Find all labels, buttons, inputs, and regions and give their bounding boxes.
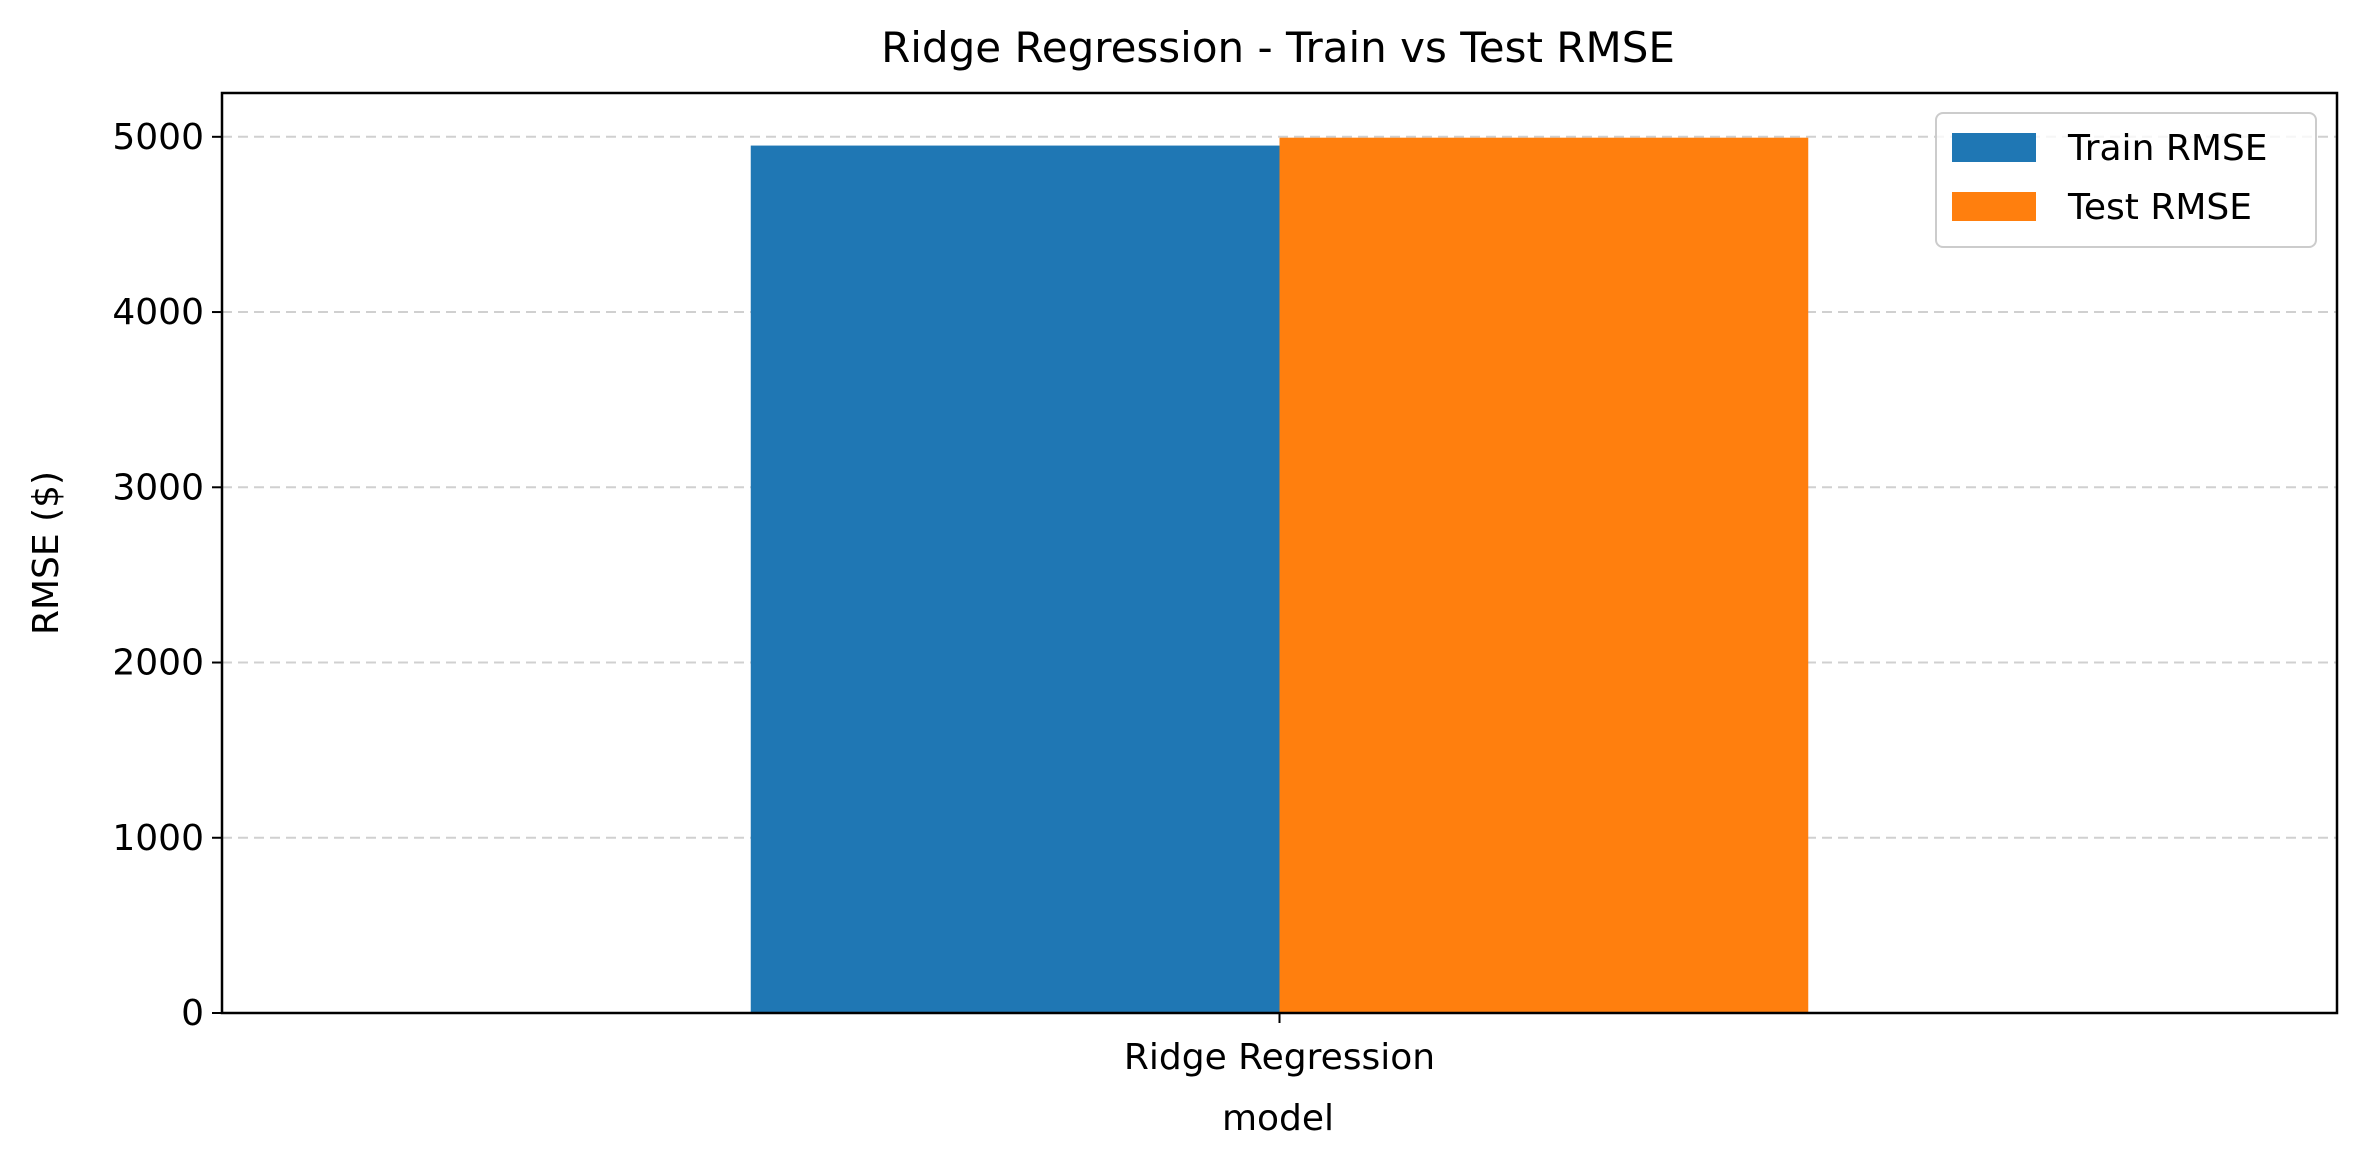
x-tick-label: Ridge Regression [1124, 1037, 1435, 1078]
y-tick-label: 4000 [112, 292, 204, 333]
bar-test-rmse [1279, 137, 1809, 1013]
bars [750, 137, 1809, 1014]
legend-swatch-test-rmse [1952, 192, 2036, 221]
y-tick-label: 2000 [112, 643, 204, 684]
y-axis-ticks: 0 1000 2000 3000 4000 5000 [112, 117, 222, 1034]
chart-title: Ridge Regression - Train vs Test RMSE [881, 23, 1675, 72]
y-tick-label: 0 [181, 993, 204, 1034]
legend-label-test-rmse: Test RMSE [2067, 187, 2252, 228]
legend-swatch-train-rmse [1952, 133, 2036, 162]
y-tick-label: 1000 [112, 818, 204, 859]
legend-label-train-rmse: Train RMSE [2067, 128, 2268, 169]
x-axis-ticks: Ridge Regression [1124, 1013, 1435, 1078]
y-axis-label: RMSE ($) [26, 471, 67, 635]
legend: Train RMSE Test RMSE [1935, 112, 2317, 248]
y-tick-label: 5000 [112, 117, 204, 158]
y-tick-label: 3000 [112, 467, 204, 508]
x-axis-label: model [1222, 1098, 1334, 1139]
bar-train-rmse [750, 145, 1280, 1014]
